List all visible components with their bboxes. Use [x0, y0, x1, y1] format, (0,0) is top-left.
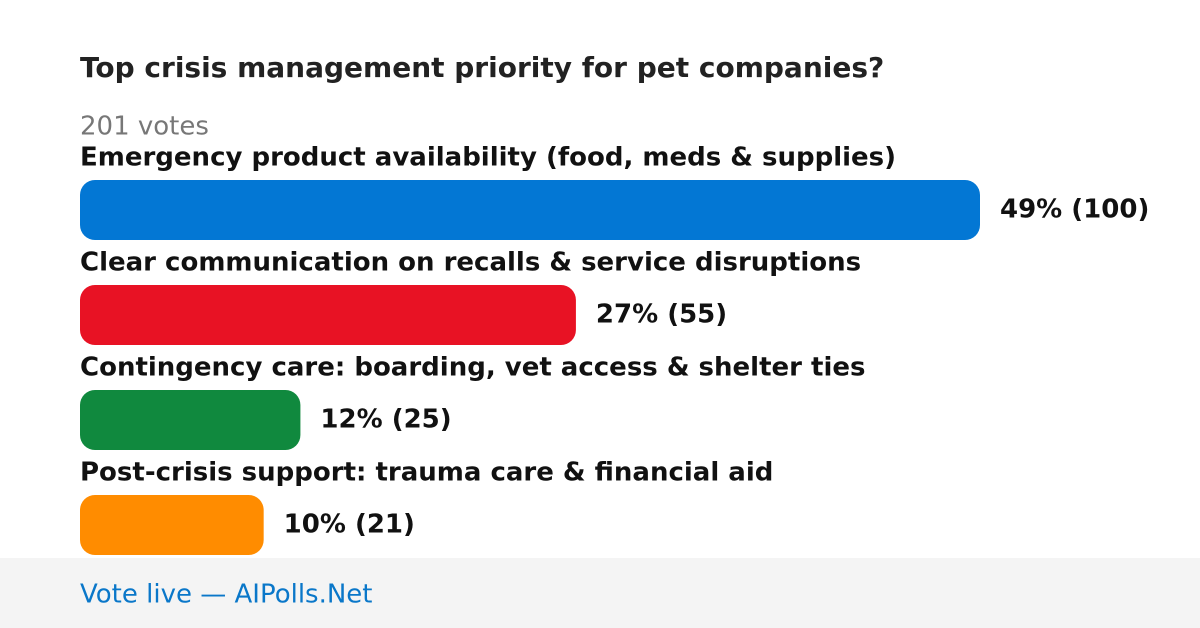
option-label: Clear communication on recalls & service…	[80, 248, 861, 278]
poll-title: Top crisis management priority for pet c…	[80, 51, 884, 84]
footer-bar	[0, 558, 1200, 628]
bar	[80, 390, 301, 450]
vote-count: 201 votes	[80, 112, 209, 142]
bar	[80, 285, 576, 345]
footer-link[interactable]: Vote live — AIPolls.Net	[80, 580, 373, 610]
value-label: 10% (21)	[284, 510, 415, 540]
option-label: Contingency care: boarding, vet access &…	[80, 353, 865, 383]
option-label: Post-crisis support: trauma care & finan…	[80, 458, 773, 488]
bar	[80, 180, 980, 240]
option-label: Emergency product availability (food, me…	[80, 143, 896, 173]
bar	[80, 495, 264, 555]
value-label: 27% (55)	[596, 300, 727, 330]
value-label: 49% (100)	[1000, 195, 1149, 225]
value-label: 12% (25)	[320, 405, 451, 435]
